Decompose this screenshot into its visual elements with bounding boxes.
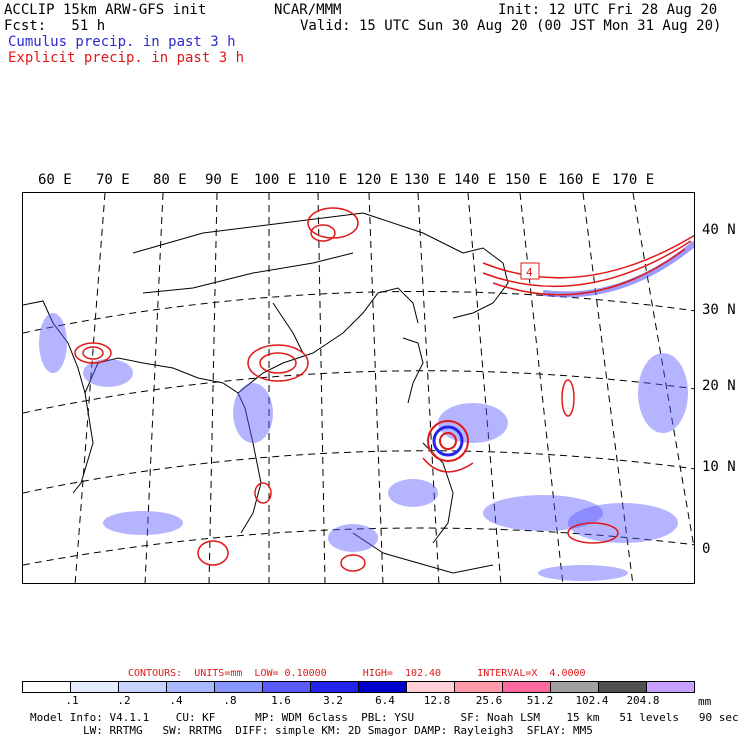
scale-swatch-12 — [598, 681, 647, 693]
lon-label-80: 80 E — [153, 172, 187, 188]
scale-swatch-4 — [214, 681, 263, 693]
scale-label-7: 12.8 — [423, 694, 451, 707]
coastlines — [23, 212, 509, 574]
grid-line-lon-160 — [582, 193, 634, 583]
lon-label-150: 150 E — [505, 172, 548, 188]
lat-label-20: 20 N — [702, 378, 736, 394]
lon-label-170: 170 E — [612, 172, 655, 188]
grid-line-lat-0 — [23, 527, 694, 566]
lat-label-40: 40 N — [702, 222, 736, 238]
lon-label-120: 120 E — [356, 172, 399, 188]
typhoon-circulation — [422, 420, 474, 473]
scale-label-1: .2 — [117, 694, 131, 707]
center-label: NCAR/MMM — [274, 2, 342, 18]
scale-label-8: 25.6 — [475, 694, 503, 707]
precip-map: 4 — [22, 192, 695, 584]
grid-line-lon-70 — [74, 193, 106, 583]
map-canvas: 4 — [23, 193, 694, 583]
scale-swatch-10 — [502, 681, 551, 693]
scale-swatch-11 — [550, 681, 599, 693]
color-scale — [22, 681, 695, 693]
lat-label-0: 0 — [702, 541, 711, 557]
lon-label-70: 70 E — [96, 172, 130, 188]
grid-line-lat-20 — [23, 370, 694, 414]
grid-line-lon-140 — [467, 193, 502, 583]
marker-label: 4 — [526, 266, 533, 279]
lon-label-60: 60 E — [38, 172, 72, 188]
grid-line-lon-130 — [417, 193, 440, 583]
physics-info: LW: RRTMG SW: RRTMG DIFF: simple KM: 2D … — [30, 724, 593, 737]
scale-label-10: 102.4 — [575, 694, 609, 707]
model-title: ACCLIP 15km ARW-GFS init — [4, 2, 207, 18]
scale-swatch-0 — [22, 681, 71, 693]
scale-swatch-3 — [166, 681, 215, 693]
scale-label-3: .8 — [223, 694, 237, 707]
scale-swatch-9 — [454, 681, 503, 693]
lon-label-90: 90 E — [205, 172, 239, 188]
lon-label-160: 160 E — [558, 172, 601, 188]
scale-units: mm — [698, 695, 712, 708]
scale-swatch-8 — [406, 681, 455, 693]
valid-time: Valid: 15 UTC Sun 30 Aug 20 (00 JST Mon … — [300, 18, 722, 34]
scale-swatch-6 — [310, 681, 359, 693]
cumulus-label: Cumulus precip. in past 3 h — [8, 34, 236, 50]
latlon-grid — [23, 193, 694, 583]
scale-swatch-13 — [646, 681, 695, 693]
lon-label-110: 110 E — [305, 172, 348, 188]
explicit-label: Explicit precip. in past 3 h — [8, 50, 245, 66]
lon-label-130: 130 E — [404, 172, 447, 188]
grid-line-lat-30 — [23, 290, 694, 334]
contour-info: CONTOURS: UNITS=mm LOW= 0.10000 HIGH= 10… — [128, 668, 586, 679]
scale-swatch-1 — [70, 681, 119, 693]
scale-label-6: 6.4 — [375, 694, 395, 707]
marker-box — [520, 262, 540, 280]
scale-label-11: 204.8 — [626, 694, 660, 707]
scale-label-4: 1.6 — [271, 694, 291, 707]
scale-label-5: 3.2 — [323, 694, 343, 707]
grid-line-lon-170 — [632, 193, 694, 551]
explicit-precip — [74, 207, 694, 572]
grid-line-lon-90 — [208, 193, 218, 583]
cumulus-precip — [39, 240, 694, 581]
scale-label-2: .4 — [169, 694, 183, 707]
forecast-hour: Fcst: 51 h — [4, 18, 106, 34]
scale-swatch-5 — [262, 681, 311, 693]
grid-line-lat-10 — [23, 450, 694, 494]
model-info: Model Info: V4.1.1 CU: KF MP: WDM 6class… — [30, 711, 739, 724]
grid-line-lon-110 — [317, 193, 326, 583]
scale-swatch-7 — [358, 681, 407, 693]
scale-label-0: .1 — [65, 694, 79, 707]
lat-label-10: 10 N — [702, 459, 736, 475]
scale-label-9: 51.2 — [526, 694, 554, 707]
lat-label-30: 30 N — [702, 302, 736, 318]
grid-line-lon-150 — [519, 193, 564, 583]
lon-label-100: 100 E — [254, 172, 297, 188]
grid-line-lon-80 — [144, 193, 164, 583]
lon-label-140: 140 E — [454, 172, 497, 188]
grid-line-lon-120 — [368, 193, 384, 583]
init-time: Init: 12 UTC Fri 28 Aug 20 — [498, 2, 718, 18]
scale-swatch-2 — [118, 681, 167, 693]
